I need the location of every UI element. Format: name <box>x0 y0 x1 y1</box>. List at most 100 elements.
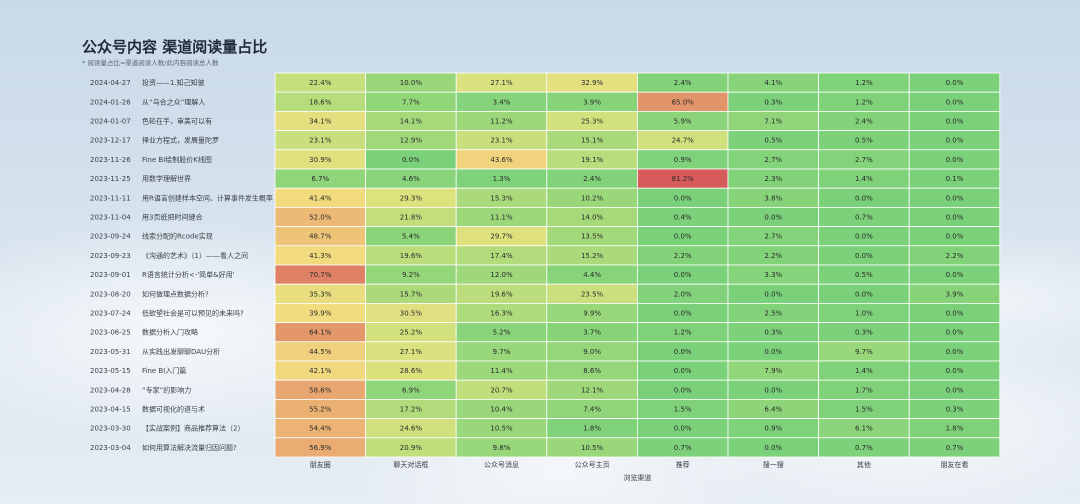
row-date: 2023-04-28 <box>90 386 131 394</box>
cell-value: 0.0% <box>674 386 692 394</box>
row-title: R语言统计分析<-'简单&好用' <box>142 270 235 279</box>
cell-value: 20.9% <box>400 444 423 452</box>
cell-value: 0.0% <box>946 271 964 279</box>
cell-value: 6.9% <box>402 386 420 394</box>
cell-value: 3.8% <box>764 194 782 202</box>
cell-value: 0.0% <box>946 329 964 337</box>
row-date: 2023-09-24 <box>90 233 131 241</box>
cell-value: 15.2% <box>581 252 604 260</box>
row-title: 从“乌合之众”理解人 <box>142 97 205 106</box>
row-title: 【实战案例】商品推荐算法（2） <box>142 424 244 433</box>
row-title: 用数学理解世界 <box>142 174 191 183</box>
row-title: “专家”的影响力 <box>142 385 191 394</box>
cell-value: 3.4% <box>493 98 511 106</box>
cell-value: 0.0% <box>946 386 964 394</box>
cell-value: 1.7% <box>855 386 873 394</box>
cell-value: 2.7% <box>764 156 782 164</box>
cell-value: 64.1% <box>309 329 332 337</box>
row-date: 2024-01-26 <box>90 98 131 106</box>
cell-value: 8.6% <box>583 367 601 375</box>
cell-value: 58.6% <box>309 386 332 394</box>
cell-value: 0.0% <box>946 79 964 87</box>
row-date: 2024-01-07 <box>90 118 131 126</box>
row-title: 色轮在手，审美可以有 <box>142 117 212 126</box>
cell-value: 28.6% <box>400 367 423 375</box>
row-title: 从实践出发聊聊DAU分析 <box>142 347 220 356</box>
cell-value: 1.8% <box>946 425 964 433</box>
cell-value: 2.2% <box>674 252 692 260</box>
cell-value: 81.2% <box>672 175 695 183</box>
row-date: 2023-12-17 <box>90 137 131 145</box>
cell-value: 17.4% <box>490 252 513 260</box>
row-title: Fine BI绘制股价K线图 <box>142 155 212 164</box>
row-title: 择业方程式，发展量陀罗 <box>142 136 219 145</box>
cell-value: 1.2% <box>855 79 873 87</box>
cell-value: 0.0% <box>946 118 964 126</box>
cell-value: 43.6% <box>490 156 513 164</box>
cell-value: 32.9% <box>581 79 604 87</box>
row-date: 2023-08-20 <box>90 290 131 298</box>
cell-value: 7.4% <box>583 406 601 414</box>
cell-value: 0.0% <box>764 290 782 298</box>
cell-value: 0.0% <box>674 233 692 241</box>
row-title: 《沟通的艺术》（1）——看人之间 <box>142 251 248 260</box>
cell-value: 29.3% <box>400 194 423 202</box>
cell-value: 9.0% <box>583 348 601 356</box>
cell-value: 0.0% <box>855 194 873 202</box>
cell-value: 19.1% <box>581 156 604 164</box>
chart-title: 公众号内容 渠道阅读量占比 <box>82 38 268 56</box>
cell-value: 0.9% <box>764 425 782 433</box>
cell-value: 0.0% <box>674 425 692 433</box>
row-date: 2023-11-11 <box>90 194 131 202</box>
row-title: 用3页纸把时间缝合 <box>142 213 202 222</box>
cell-value: 39.9% <box>309 310 332 318</box>
cell-value: 0.0% <box>674 310 692 318</box>
cell-value: 22.4% <box>309 79 332 87</box>
row-title: 投资——1.知己知彼 <box>142 78 205 87</box>
row-date: 2023-05-15 <box>90 367 131 375</box>
cell-value: 0.0% <box>946 98 964 106</box>
cell-value: 0.0% <box>946 348 964 356</box>
cell-value: 12.9% <box>400 137 423 145</box>
cell-value: 0.9% <box>674 156 692 164</box>
row-date: 2023-09-23 <box>90 252 131 260</box>
cell-value: 7.7% <box>402 98 420 106</box>
cell-value: 2.7% <box>855 156 873 164</box>
cell-value: 0.0% <box>764 348 782 356</box>
row-date: 2023-03-30 <box>90 425 131 433</box>
row-date: 2023-09-01 <box>90 271 131 279</box>
cell-value: 0.0% <box>674 367 692 375</box>
chart-subtitle: * 阅读量占比=渠道阅读人数/此内容阅读总人数 <box>82 59 219 67</box>
cell-value: 0.0% <box>855 252 873 260</box>
cell-value: 15.3% <box>490 194 513 202</box>
cell-value: 11.4% <box>490 367 513 375</box>
cell-value: 3.7% <box>583 329 601 337</box>
cell-value: 5.2% <box>493 329 511 337</box>
cell-value: 27.1% <box>490 79 513 87</box>
cell-value: 0.3% <box>764 98 782 106</box>
cell-value: 34.1% <box>309 118 332 126</box>
row-title: 数据可视化的道与术 <box>142 405 205 414</box>
cell-value: 55.2% <box>309 406 332 414</box>
column-label: 公众号主页 <box>575 460 610 469</box>
cell-value: 0.0% <box>674 348 692 356</box>
cell-value: 23.1% <box>309 137 332 145</box>
cell-value: 5.4% <box>402 233 420 241</box>
cell-value: 7.1% <box>764 118 782 126</box>
row-date: 2024-04-27 <box>90 79 131 87</box>
cell-value: 23.1% <box>490 137 513 145</box>
cell-value: 7.9% <box>764 367 782 375</box>
row-date: 2023-04-15 <box>90 406 131 414</box>
cell-value: 9.2% <box>402 271 420 279</box>
cell-value: 2.4% <box>583 175 601 183</box>
cell-value: 12.0% <box>490 271 513 279</box>
cell-value: 9.7% <box>493 348 511 356</box>
cell-value: 52.0% <box>309 214 332 222</box>
cell-value: 0.4% <box>674 214 692 222</box>
column-label: 聊天对话框 <box>393 460 428 469</box>
cell-value: 0.0% <box>855 290 873 298</box>
row-title: 线索分配的Rcode实现 <box>142 232 213 241</box>
column-label: 其他 <box>857 460 871 469</box>
cell-value: 11.1% <box>490 214 513 222</box>
